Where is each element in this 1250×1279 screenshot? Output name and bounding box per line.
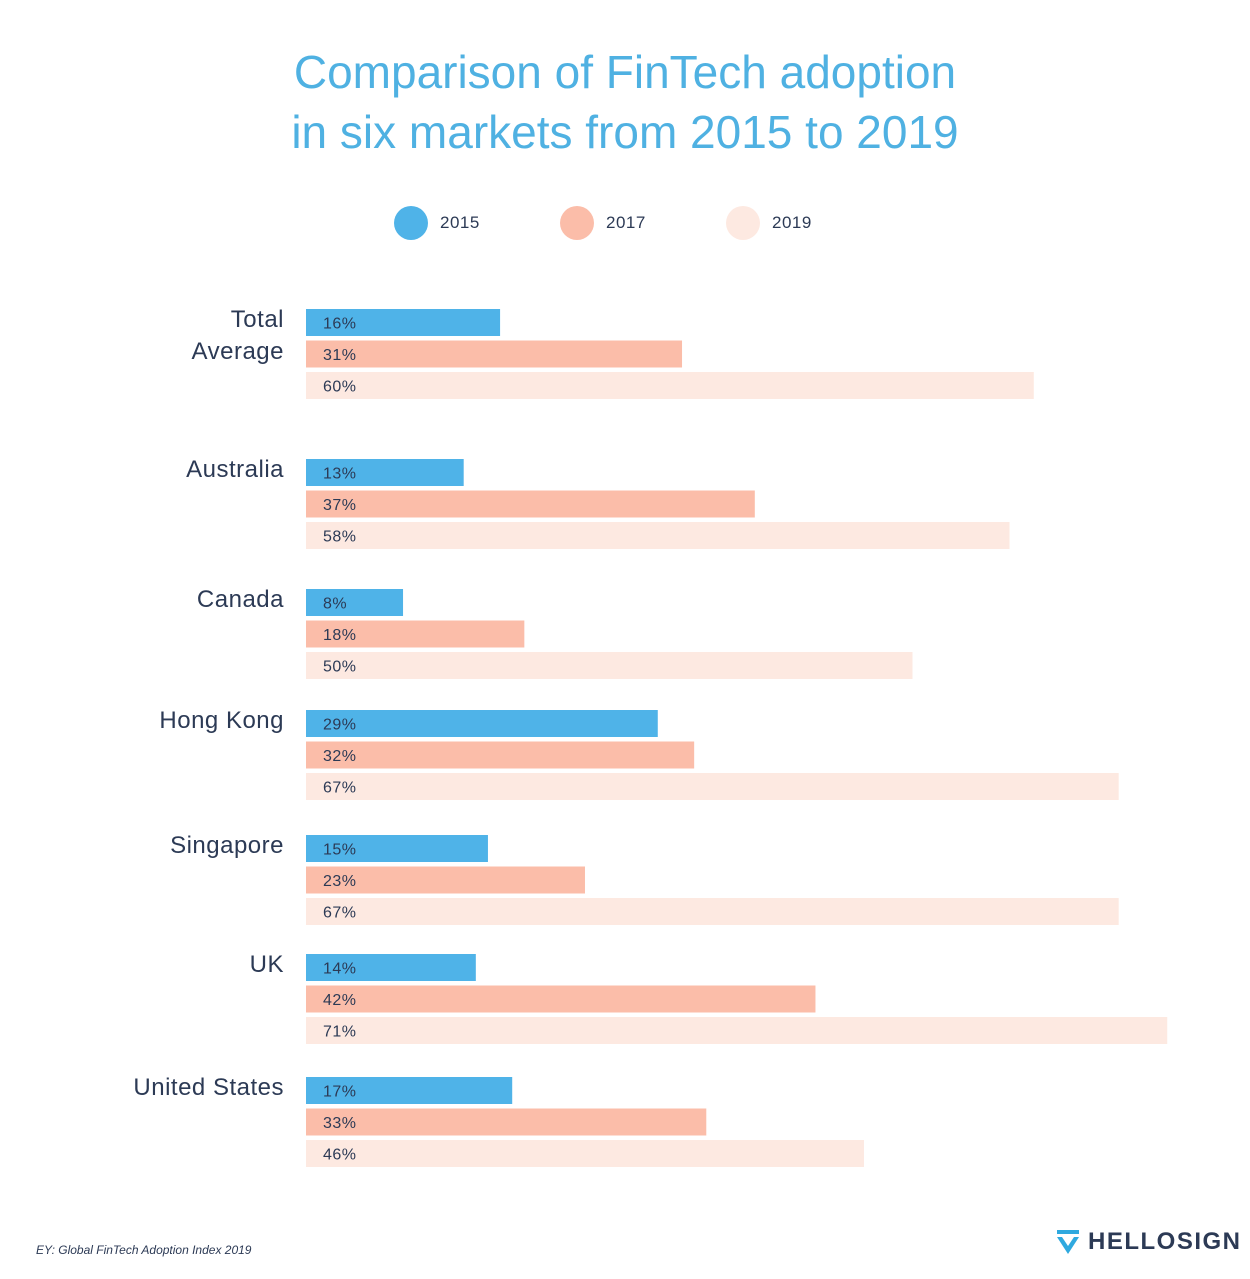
bar-value-label-canada-2015: 8% (323, 596, 347, 613)
category-label-uk: UK (250, 951, 284, 978)
bar-value-label-united-states-2017: 33% (323, 1115, 357, 1132)
bar-united-states-2019 (306, 1140, 864, 1167)
bar-australia-2017 (306, 490, 755, 518)
bar-value-label-uk-2015: 14% (323, 961, 357, 978)
bar-united-states-2017 (306, 1108, 707, 1136)
bar-chart: Total Average 16% 31% 60% Australia 13% 37% 58% C… (133, 306, 1168, 1167)
category-label-singapore: Singapore (170, 832, 284, 859)
bar-value-label-total-average-2015: 16% (323, 316, 357, 333)
bar-value-label-total-average-2019: 60% (323, 379, 357, 396)
legend-item-2019: 2019 (726, 205, 812, 241)
bar-value-label-total-average-2017: 31% (323, 347, 357, 364)
bar-uk-2019 (306, 1017, 1168, 1044)
category-label-total-average: Total (231, 306, 284, 333)
bar-value-label-singapore-2015: 15% (323, 842, 357, 859)
legend-item-2017: 2017 (560, 205, 646, 241)
bar-value-label-uk-2017: 42% (323, 992, 357, 1009)
legend-label-2015: 2015 (440, 213, 480, 232)
chart-title-line-2: in six markets from 2015 to 2019 (291, 106, 959, 158)
bar-singapore-2015 (306, 835, 488, 862)
chart-title: Comparison of FinTech adoption in six ma… (0, 42, 1250, 162)
category-label-hong-kong: Hong Kong (159, 707, 284, 734)
bar-total-average-2015 (306, 309, 501, 336)
legend-item-2015: 2015 (394, 205, 480, 241)
bar-canada-2015 (306, 589, 404, 616)
category-label-united-states: United States (133, 1074, 284, 1101)
legend: 2015 2017 2019 (0, 205, 1250, 245)
bar-value-label-singapore-2019: 67% (323, 905, 357, 922)
bar-singapore-2017 (306, 866, 585, 894)
hellosign-logo-text: HELLOSIGN (1088, 1228, 1242, 1255)
category-label-canada: Canada (197, 586, 284, 613)
bar-australia-2015 (306, 459, 464, 486)
bar-value-label-singapore-2017: 23% (323, 873, 357, 890)
bar-value-label-australia-2017: 37% (323, 497, 357, 514)
bar-value-label-hong-kong-2015: 29% (323, 717, 357, 734)
bar-canada-2017 (306, 620, 525, 648)
legend-label-2017: 2017 (606, 213, 646, 232)
bar-hong-kong-2019 (306, 773, 1119, 800)
bar-hong-kong-2017 (306, 741, 695, 769)
bar-value-label-canada-2019: 50% (323, 659, 357, 676)
bar-value-label-hong-kong-2019: 67% (323, 780, 357, 797)
bar-australia-2019 (306, 522, 1010, 549)
bar-value-label-australia-2019: 58% (323, 529, 357, 546)
source-note: EY: Global FinTech Adoption Index 2019 (36, 1243, 252, 1257)
bar-value-label-hong-kong-2017: 32% (323, 748, 357, 765)
legend-swatch-2017 (560, 206, 594, 240)
bar-value-label-australia-2015: 13% (323, 466, 357, 483)
bar-total-average-2017 (306, 340, 683, 368)
bar-value-label-united-states-2015: 17% (323, 1084, 357, 1101)
chart-title-line-1: Comparison of FinTech adoption (293, 46, 957, 98)
bar-value-label-united-states-2019: 46% (323, 1147, 357, 1164)
legend-swatch-2019 (726, 206, 760, 240)
bar-value-label-canada-2017: 18% (323, 627, 357, 644)
legend-swatch-2015 (394, 206, 428, 240)
bar-uk-2017 (306, 985, 816, 1013)
legend-label-2019: 2019 (772, 213, 812, 232)
hellosign-check-icon (1057, 1230, 1079, 1254)
category-label-australia: Australia (186, 456, 284, 483)
bar-total-average-2019 (306, 372, 1034, 399)
bar-united-states-2015 (306, 1077, 513, 1104)
bar-singapore-2019 (306, 898, 1119, 925)
bar-value-label-uk-2019: 71% (323, 1024, 357, 1041)
hellosign-logo: HELLOSIGN (1056, 1227, 1242, 1257)
category-label-total-average: Average (192, 338, 284, 365)
bar-canada-2019 (306, 652, 913, 679)
bar-hong-kong-2015 (306, 710, 658, 737)
bar-uk-2015 (306, 954, 476, 981)
